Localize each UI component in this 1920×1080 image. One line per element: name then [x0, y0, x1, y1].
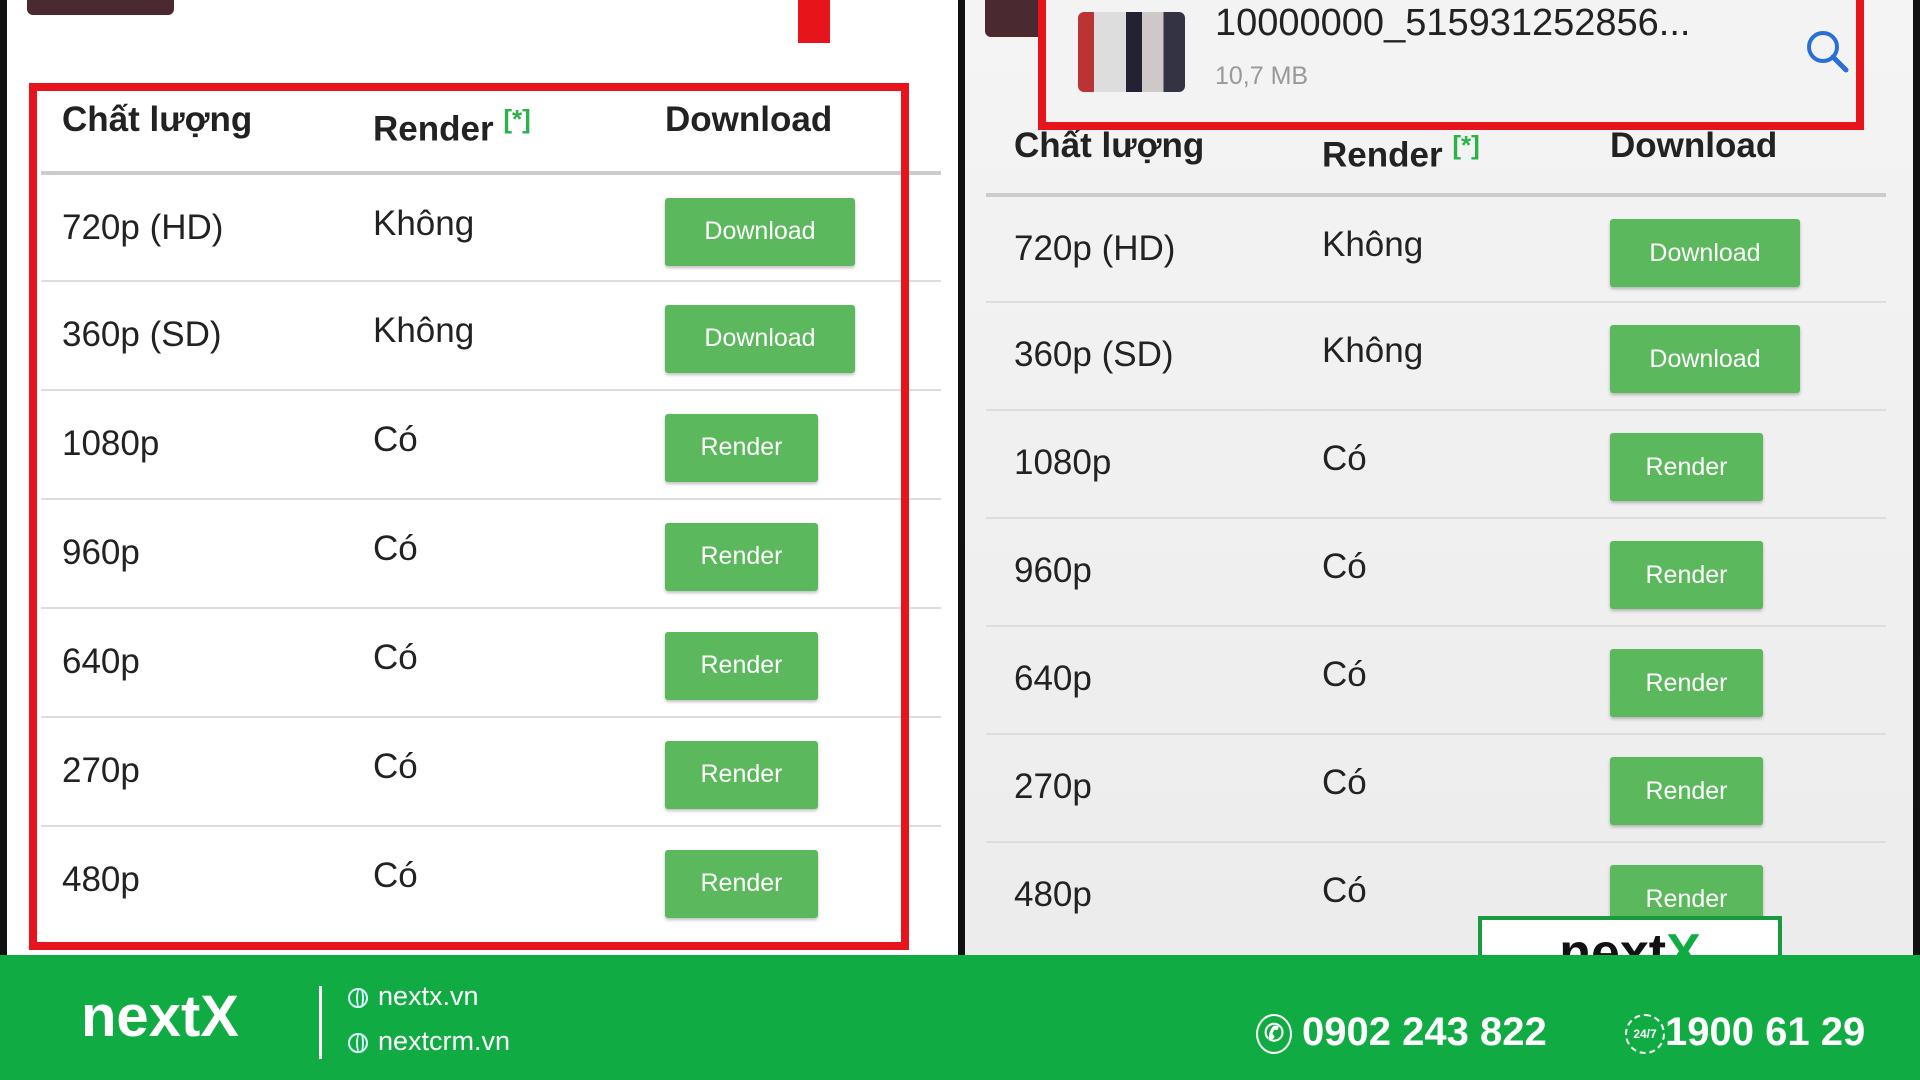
header-download: Download — [1610, 126, 1778, 165]
render-button[interactable]: Render — [1610, 433, 1763, 501]
download-button[interactable]: Download — [665, 304, 855, 373]
support-24-7-icon: 24/7 — [1625, 1014, 1665, 1055]
quality-table-right: Chất lượng Render [*] Download 720p (HD)… — [986, 0, 1886, 955]
render-cell: Có — [373, 637, 418, 677]
table-row: 960p Có Render — [986, 517, 1886, 625]
header-render: Render [*] — [1322, 130, 1480, 176]
highlight-box-left — [29, 83, 909, 950]
render-button[interactable]: Render — [1610, 649, 1763, 717]
phone-icon: ✆ — [1256, 1014, 1292, 1055]
render-cell: Không — [1322, 331, 1424, 370]
quality-cell: 1080p — [1014, 443, 1112, 482]
header-render-label: Render — [1322, 135, 1443, 175]
render-cell: Có — [373, 855, 418, 895]
header-quality: Chất lượng — [62, 100, 253, 139]
render-cell: Không — [373, 310, 475, 350]
file-card[interactable]: 10000000_515931252856... 10,7 MB — [1038, 0, 1864, 130]
header-quality: Chất lượng — [1014, 126, 1205, 165]
table-row: 360p (SD) Không Download — [986, 301, 1886, 409]
left-screenshot-panel: Chất lượng Render [*] Download 720p (HD)… — [7, 0, 958, 955]
quality-cell: 720p (HD) — [62, 207, 224, 247]
quality-cell: 270p — [1014, 767, 1092, 806]
table-row: 270p Có Render — [41, 716, 941, 825]
render-cell: Có — [1322, 439, 1367, 478]
quality-cell: 720p (HD) — [1014, 229, 1176, 268]
video-thumbnail — [27, 0, 174, 15]
table-row: 720p (HD) Không Download — [986, 193, 1886, 301]
render-button[interactable]: Render — [665, 631, 818, 700]
render-button[interactable]: Render — [1610, 757, 1763, 825]
hotline-label: 1900 61 29 — [1665, 1010, 1866, 1054]
download-button[interactable]: Download — [1610, 325, 1800, 393]
header-render-label: Render — [373, 109, 494, 149]
render-cell: Có — [1322, 871, 1367, 910]
quality-cell: 360p (SD) — [62, 314, 222, 354]
quality-cell: 1080p — [62, 423, 160, 463]
download-button[interactable]: Download — [1610, 219, 1800, 287]
render-button[interactable]: Render — [1610, 541, 1763, 609]
table-row: 960p Có Render — [41, 498, 941, 607]
table-row: 360p (SD) Không Download — [41, 280, 941, 389]
video-thumbnail — [985, 0, 1045, 37]
search-icon[interactable] — [1804, 28, 1852, 76]
site-link-nextx[interactable]: nextx.vn — [348, 981, 479, 1012]
render-note: [*] — [1452, 130, 1480, 160]
table-row: 1080p Có Render — [41, 389, 941, 498]
quality-cell: 960p — [62, 532, 140, 572]
quality-cell: 640p — [62, 641, 140, 681]
render-button[interactable]: Render — [665, 849, 818, 918]
render-button[interactable]: Render — [665, 522, 818, 591]
quality-cell: 270p — [62, 750, 140, 790]
render-cell: Có — [373, 746, 418, 786]
file-size: 10,7 MB — [1215, 62, 1309, 90]
site-label: nextcrm.vn — [378, 1026, 511, 1056]
phone-number[interactable]: ✆ 0902 243 822 — [1256, 1010, 1547, 1055]
quality-cell: 360p (SD) — [1014, 335, 1174, 374]
render-cell: Không — [1322, 225, 1424, 264]
file-thumbnail — [1078, 12, 1185, 92]
footer-divider — [319, 986, 322, 1059]
globe-icon — [348, 1032, 368, 1053]
phone-label: 0902 243 822 — [1302, 1010, 1547, 1054]
render-cell: Có — [373, 419, 418, 459]
footer-logo: nextX — [81, 984, 239, 1049]
globe-icon — [348, 987, 368, 1008]
render-button[interactable]: Render — [665, 740, 818, 809]
table-row: 270p Có Render — [986, 733, 1886, 841]
quality-cell: 480p — [1014, 875, 1092, 914]
footer-bar: nextX nextx.vn nextcrm.vn ✆ 0902 243 822 … — [0, 955, 1920, 1080]
file-name: 10000000_515931252856... — [1215, 2, 1691, 44]
table-row: 1080p Có Render — [986, 409, 1886, 517]
render-button[interactable]: Render — [665, 413, 818, 482]
quality-cell: 960p — [1014, 551, 1092, 590]
render-cell: Có — [373, 528, 418, 568]
site-label: nextx.vn — [378, 981, 479, 1011]
hotline-number[interactable]: 24/7 1900 61 29 — [1625, 1010, 1865, 1055]
table-row: 720p (HD) Không Download — [41, 171, 941, 280]
quality-table-left: Chất lượng Render [*] Download 720p (HD)… — [41, 0, 941, 955]
render-cell: Không — [373, 203, 475, 243]
quality-cell: 640p — [1014, 659, 1092, 698]
table-row: 640p Có Render — [986, 625, 1886, 733]
right-screenshot-panel: Chất lượng Render [*] Download 720p (HD)… — [965, 0, 1913, 994]
render-note: [*] — [503, 104, 531, 134]
render-cell: Có — [1322, 655, 1367, 694]
render-cell: Có — [1322, 763, 1367, 802]
download-button[interactable]: Download — [665, 197, 855, 266]
quality-cell: 480p — [62, 859, 140, 899]
header-download: Download — [665, 100, 833, 139]
site-link-nextcrm[interactable]: nextcrm.vn — [348, 1026, 510, 1057]
header-render: Render [*] — [373, 104, 531, 150]
render-cell: Có — [1322, 547, 1367, 586]
table-row: 640p Có Render — [41, 607, 941, 716]
red-marker — [798, 0, 830, 43]
table-row: 480p Có Render — [41, 825, 941, 934]
